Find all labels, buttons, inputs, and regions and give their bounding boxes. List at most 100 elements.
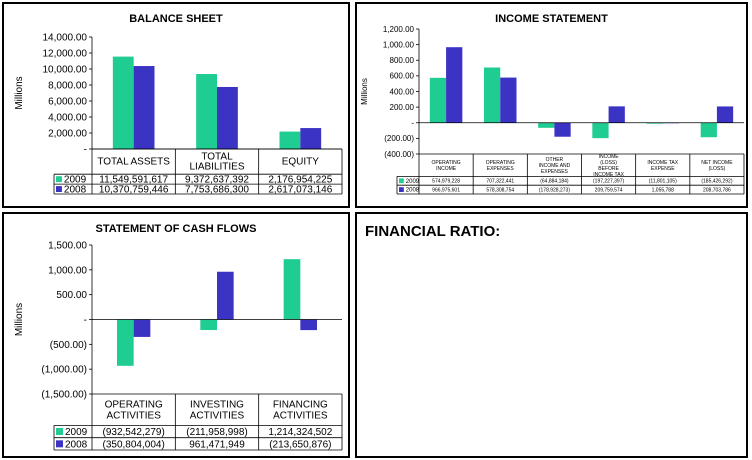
y-tick-label: 2,000.00 xyxy=(48,129,87,140)
bar-2008-3 xyxy=(608,106,625,123)
bar-2009-1 xyxy=(196,74,217,149)
data-label: (211,958,998) xyxy=(186,427,248,438)
y-tick-label: 1,500.00 xyxy=(48,241,87,252)
income-statement-title: INCOME STATEMENT xyxy=(495,13,608,25)
data-label: 1,055,788 xyxy=(652,187,674,193)
category-label: OPERATING INCOME xyxy=(432,160,461,172)
data-label: 1,214,324,502 xyxy=(268,427,332,438)
legend-swatch-2008 xyxy=(56,186,62,192)
bar-2008-2 xyxy=(554,122,571,137)
y-tick-label: 600.00 xyxy=(390,72,415,81)
y-tick-label: - xyxy=(84,315,87,326)
financial-ratio-title: FINANCIAL RATIO: xyxy=(365,223,501,240)
category-label: OPERATING EXPENSES xyxy=(486,160,515,172)
bar-2009-0 xyxy=(429,77,447,123)
y-tick-label: 10,000.00 xyxy=(43,65,88,76)
data-label: (213,650,876) xyxy=(269,439,331,450)
y-axis-label: Millions xyxy=(360,78,369,105)
data-label: 11,549,591,617 xyxy=(99,175,168,186)
data-label: 574,979,228 xyxy=(432,179,460,185)
legend-label-2008: 2008 xyxy=(406,188,420,194)
bar-2009-3 xyxy=(592,122,609,139)
legend-swatch-2009 xyxy=(56,176,62,183)
data-label: 9,372,637,392 xyxy=(185,175,249,186)
category-label: INVESTING ACTIVITIES xyxy=(190,399,245,421)
bar-2009-1 xyxy=(200,319,217,331)
legend-swatch-2008 xyxy=(399,187,404,192)
data-label: 7,753,686,300 xyxy=(185,185,249,196)
financial-ratio-panel: FINANCIAL RATIO: xyxy=(355,212,748,458)
y-tick-label: 12,000.00 xyxy=(43,49,88,60)
bar-2009-5 xyxy=(700,122,717,138)
category-label: TOTAL ASSETS xyxy=(97,157,170,168)
y-tick-label: 1,000.00 xyxy=(383,40,415,49)
y-axis-label: Millions xyxy=(14,76,25,109)
data-label: 966,975,601 xyxy=(432,187,460,193)
bar-2008-5 xyxy=(716,106,734,123)
balance-sheet-chart: - 2,000.00 4,000.00 6,000.00 8,000.00 10,000.… xyxy=(14,33,343,196)
cash-flows-title: STATEMENT OF CASH FLOWS xyxy=(95,223,257,235)
balance-sheet-title: BALANCE SHEET xyxy=(129,13,223,25)
y-tick-label: 400.00 xyxy=(390,87,415,96)
y-tick-label: (500.00) xyxy=(50,340,87,351)
category-label: OPERATING ACTIVITIES xyxy=(105,399,163,421)
bar-2009-1 xyxy=(484,67,501,123)
data-label: 209,759,574 xyxy=(595,187,623,193)
legend-label-2009: 2009 xyxy=(406,179,420,185)
y-tick-label: (200.00) xyxy=(384,134,414,143)
cash-flows-panel: STATEMENT OF CASH FLOWS (1,500.00) (1,000… xyxy=(2,212,350,458)
bar-2008-1 xyxy=(217,271,234,320)
y-tick-label: 8,000.00 xyxy=(48,81,87,92)
category-label: TOTAL LIABILITIES xyxy=(189,152,244,173)
data-label: 208,703,786 xyxy=(703,187,731,193)
data-label: 961,471,949 xyxy=(189,439,245,450)
y-tick-label: 4,000.00 xyxy=(48,113,87,124)
y-tick-label: 6,000.00 xyxy=(48,97,87,108)
data-label: 578,308,754 xyxy=(486,187,514,193)
data-label: (11,801,105) xyxy=(649,179,677,185)
bar-2008-2 xyxy=(300,128,322,149)
category-label: OTHER INCOME AND EXPENSES xyxy=(539,157,571,175)
y-tick-label: 1,200.00 xyxy=(383,25,415,34)
bar-2009-4 xyxy=(646,122,663,124)
legend-swatch-2008 xyxy=(56,440,63,448)
bar-2009-0 xyxy=(112,56,134,149)
legend-swatch-2009 xyxy=(399,178,404,184)
legend-label-2008: 2008 xyxy=(65,439,88,450)
y-tick-label: 1,000.00 xyxy=(48,265,87,276)
bar-2009-2 xyxy=(283,259,301,320)
bar-2008-0 xyxy=(133,66,155,149)
income-statement-panel: INCOME STATEMENT (400.00) (200.00) - 200.00… xyxy=(355,2,748,208)
y-tick-label: 14,000.00 xyxy=(43,33,88,44)
data-label: 2,617,073,146 xyxy=(268,185,332,196)
bar-2008-1 xyxy=(500,77,517,123)
bar-2009-0 xyxy=(117,319,134,366)
data-label: 10,370,759,446 xyxy=(99,185,169,196)
y-tick-label: (400.00) xyxy=(384,150,414,159)
legend-swatch-2009 xyxy=(56,428,63,436)
legend-label-2008: 2008 xyxy=(64,185,87,196)
data-label: (350,804,004) xyxy=(103,439,165,450)
data-label: 2,176,954,225 xyxy=(268,175,332,186)
data-label: (64,884,184) xyxy=(540,179,569,185)
data-label: (185,426,292) xyxy=(701,179,732,185)
data-label: 707,322,441 xyxy=(486,179,514,185)
data-label: (178,928,273) xyxy=(539,187,570,193)
balance-sheet-panel: BALANCE SHEET - 2,000.00 4,000.00 6,000.00 8… xyxy=(2,2,350,208)
data-label: (197,227,397) xyxy=(593,179,624,185)
income-statement-chart: (400.00) (200.00) - 200.00 400.00 600.00 800.0… xyxy=(360,25,745,195)
y-tick-label: - xyxy=(84,145,87,156)
bar-2008-1 xyxy=(217,86,238,149)
y-axis-label: Millions xyxy=(14,303,25,336)
y-tick-label: 800.00 xyxy=(390,56,415,65)
category-label: INCOME (LOSS) BEFORE INCOME TAX xyxy=(593,154,624,178)
data-label: (932,542,279) xyxy=(103,427,165,438)
cash-flows-chart: (1,500.00) (1,000.00) (500.00) - 500.00 1,000… xyxy=(14,241,343,451)
bar-2008-0 xyxy=(133,319,151,337)
category-label: INCOME TAX EXPENSE xyxy=(647,160,678,172)
y-tick-label: 200.00 xyxy=(390,103,415,112)
bar-2009-2 xyxy=(279,131,301,149)
legend-label-2009: 2009 xyxy=(64,175,87,186)
y-tick-label: 500.00 xyxy=(56,290,87,301)
legend-label-2009: 2009 xyxy=(65,427,88,438)
